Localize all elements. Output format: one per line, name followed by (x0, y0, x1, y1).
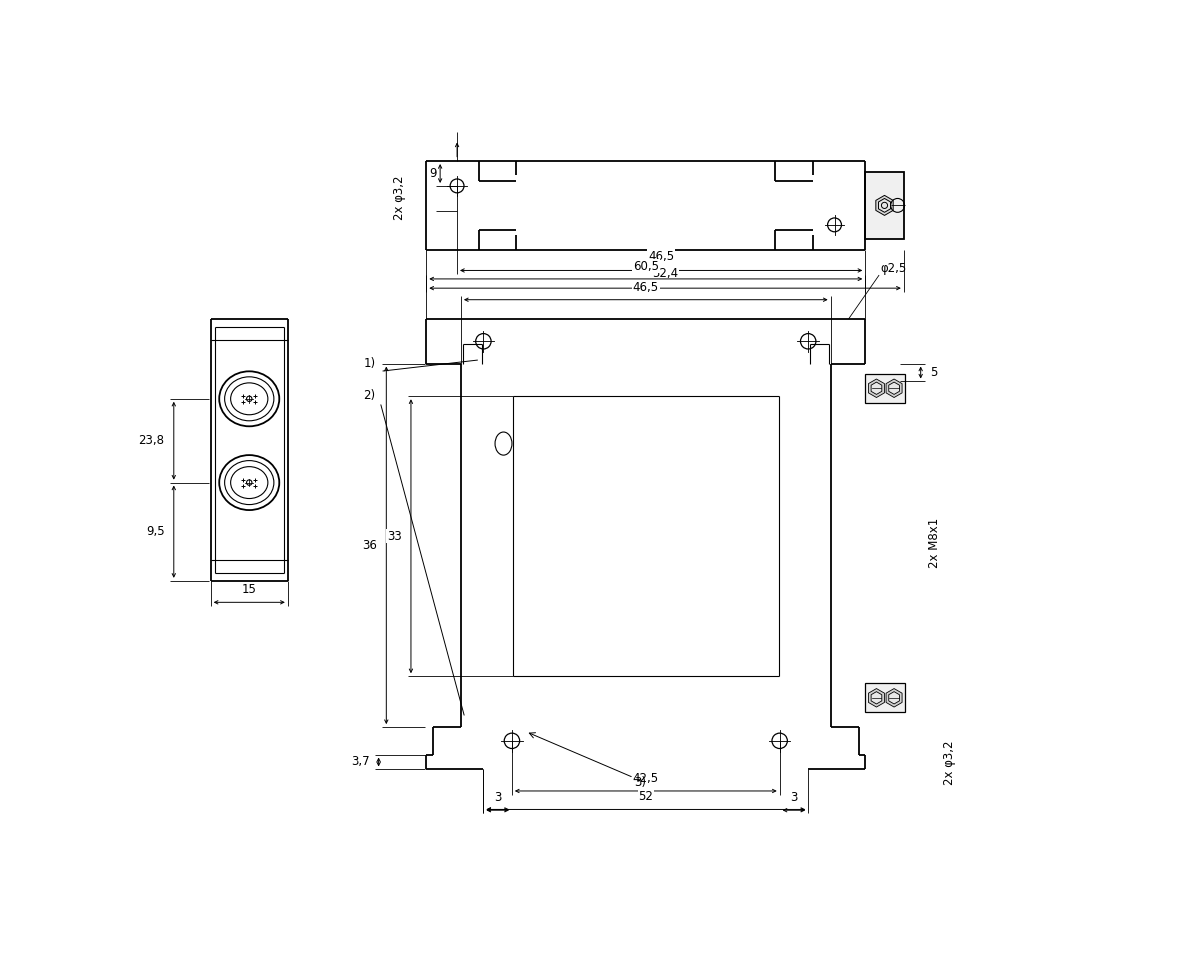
Text: φ2,5: φ2,5 (881, 262, 907, 275)
Bar (865, 374, 905, 403)
Text: 36: 36 (362, 539, 377, 551)
Text: 1): 1) (364, 357, 376, 370)
Text: 2x φ3,2: 2x φ3,2 (943, 740, 956, 785)
Text: 3: 3 (494, 791, 502, 804)
Text: 42,5: 42,5 (632, 772, 659, 785)
Text: 23,8: 23,8 (138, 434, 164, 447)
Text: 52,4: 52,4 (652, 267, 678, 281)
Text: 3,7: 3,7 (350, 756, 370, 768)
Text: 52: 52 (638, 790, 653, 803)
Text: 3: 3 (494, 790, 502, 803)
Text: 15: 15 (242, 583, 257, 596)
Text: 2x φ3,2: 2x φ3,2 (392, 175, 406, 220)
Polygon shape (886, 379, 902, 397)
Polygon shape (889, 382, 900, 394)
Text: 2x M8x1: 2x M8x1 (928, 518, 941, 568)
Bar (865, 172, 904, 239)
Polygon shape (871, 691, 882, 704)
Text: 60,5: 60,5 (632, 259, 659, 273)
Polygon shape (871, 382, 882, 394)
Polygon shape (889, 691, 900, 704)
Polygon shape (869, 379, 884, 397)
Text: 5: 5 (930, 366, 937, 379)
Text: 3): 3) (634, 776, 646, 789)
Text: 9: 9 (428, 167, 437, 180)
Polygon shape (869, 688, 884, 707)
Text: 33: 33 (386, 530, 402, 543)
Text: 3: 3 (791, 791, 798, 804)
Text: 9,5: 9,5 (146, 525, 164, 538)
Polygon shape (878, 199, 890, 212)
Text: 46,5: 46,5 (648, 250, 674, 263)
Text: 2): 2) (364, 389, 376, 402)
Polygon shape (876, 196, 893, 215)
Polygon shape (886, 688, 902, 707)
Bar (865, 683, 905, 712)
Text: 46,5: 46,5 (632, 281, 659, 294)
